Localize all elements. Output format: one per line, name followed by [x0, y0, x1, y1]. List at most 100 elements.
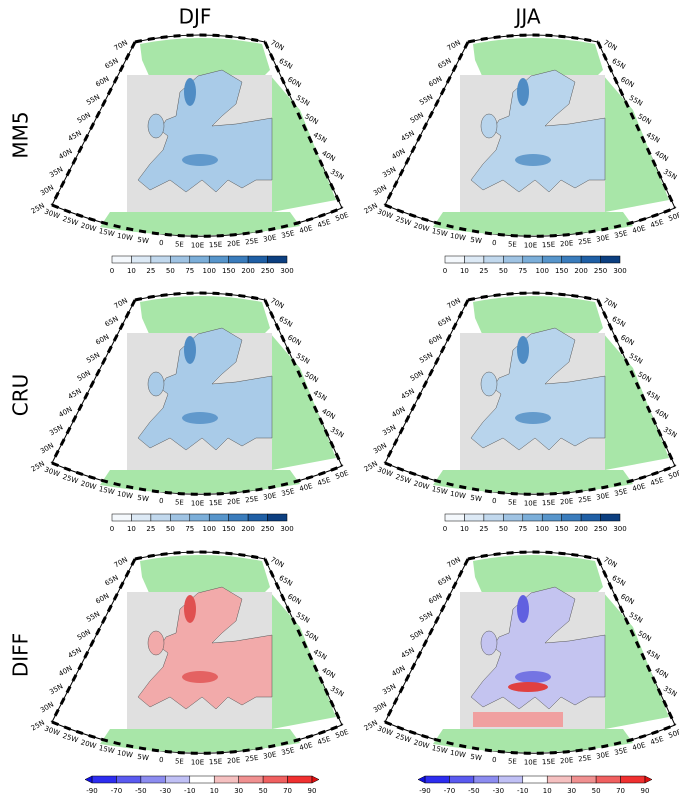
colorbar-arrow — [85, 776, 92, 783]
lon-label: 5W — [137, 236, 149, 245]
field-maximum — [182, 154, 218, 166]
land-green — [433, 470, 633, 493]
lat-label: 65N — [437, 57, 453, 71]
colorbar-box — [170, 514, 189, 521]
lat-label: 70N — [113, 39, 129, 53]
lat-label: 60N — [427, 75, 443, 89]
lat-label: 65N — [611, 574, 627, 588]
lon-label: 5W — [470, 236, 482, 245]
lon-label: 10W — [116, 749, 133, 760]
colorbar-box — [572, 776, 596, 783]
colorbar-box — [92, 776, 116, 783]
lon-label: 25W — [394, 473, 412, 485]
lon-label: 5W — [137, 494, 149, 503]
lat-label: 50N — [76, 369, 92, 383]
row-title: DIFF — [9, 633, 33, 677]
lon-label: 25E — [578, 495, 592, 505]
lat-label: 30N — [372, 441, 388, 455]
lon-label: 25E — [245, 754, 259, 764]
colorbar-box — [498, 776, 522, 783]
row-title: MM5 — [9, 111, 33, 158]
colorbar-label: 90 — [641, 787, 650, 795]
field-maximum — [182, 412, 218, 424]
field-maximum — [508, 682, 548, 692]
field-maximum — [184, 78, 196, 106]
lat-label: 35N — [48, 423, 64, 437]
colorbar-box — [116, 776, 140, 783]
lat-label: 55N — [418, 93, 434, 107]
colorbar-box — [601, 514, 620, 521]
land-field — [148, 631, 164, 655]
colorbar-label: 75 — [185, 267, 194, 275]
lat-label: 45N — [645, 131, 661, 145]
lat-label: 55N — [85, 351, 101, 365]
lon-label: 5E — [175, 240, 184, 248]
colorbar-arrow — [418, 776, 425, 783]
colorbar-label: 300 — [280, 267, 293, 275]
colorbar-box — [474, 776, 498, 783]
lat-label: 50N — [409, 111, 425, 125]
colorbar-label: 0 — [443, 267, 447, 275]
colorbar-box — [141, 776, 165, 783]
field-maximum — [515, 412, 551, 424]
lat-label: 65N — [104, 57, 120, 71]
lon-label: 20E — [560, 756, 574, 765]
lon-label: 10W — [449, 232, 466, 243]
colorbar-box — [445, 514, 464, 521]
colorbar-label: 250 — [261, 267, 274, 275]
colorbar-box — [112, 256, 131, 263]
lon-label: 0 — [159, 497, 164, 505]
lon-label: 25W — [394, 215, 412, 227]
lon-label: 10E — [191, 241, 204, 249]
lon-label: 35E — [614, 487, 629, 498]
lon-label: 10W — [449, 749, 466, 760]
lat-label: 65N — [437, 574, 453, 588]
lat-label: 40N — [57, 664, 73, 678]
lon-label: 30W — [376, 725, 394, 738]
colorbar-label: 200 — [241, 525, 254, 533]
lon-label: 10E — [191, 758, 204, 766]
lat-label: 60N — [94, 333, 110, 347]
colorbar-label: -90 — [86, 787, 97, 795]
lon-label: 35E — [614, 229, 629, 240]
colorbar-box — [464, 514, 483, 521]
lat-label: 30N — [39, 183, 55, 197]
field-maximum — [473, 712, 563, 727]
lat-label: 70N — [113, 297, 129, 311]
colorbar-box — [449, 776, 473, 783]
colorbar-box — [190, 256, 209, 263]
colorbar-label: 100 — [536, 267, 549, 275]
lon-label: 25W — [61, 732, 79, 744]
colorbar-label: 150 — [222, 267, 235, 275]
lat-label: 35N — [329, 426, 345, 440]
colorbar-box — [523, 256, 542, 263]
lon-label: 20W — [413, 738, 430, 750]
lon-label: 5E — [508, 757, 517, 765]
lat-label: 35N — [329, 168, 345, 182]
lon-label: 25E — [245, 495, 259, 505]
colorbar-box — [214, 776, 238, 783]
colorbar-label: 70 — [616, 787, 625, 795]
map-panel: 70N70N65N65N60N60N55N55N50N50N45N45N40N4… — [363, 293, 679, 533]
lat-label: 55N — [418, 351, 434, 365]
land-green — [140, 38, 270, 78]
land-field — [148, 372, 164, 396]
lon-label: 25W — [394, 732, 412, 744]
lon-label: 30W — [43, 466, 61, 479]
lon-label: 30E — [263, 750, 278, 760]
lat-label: 55N — [295, 94, 311, 108]
lon-label: 25E — [245, 237, 259, 247]
lon-label: 50E — [667, 728, 679, 740]
lon-label: 45E — [316, 476, 331, 488]
colorbar-box — [170, 256, 189, 263]
lon-label: 30E — [596, 233, 611, 243]
column-title: JJA — [513, 5, 540, 29]
colorbar-label: -70 — [111, 787, 122, 795]
lat-label: 40N — [320, 149, 336, 163]
colorbar-box — [503, 514, 522, 521]
colorbar-label: -30 — [493, 787, 504, 795]
colorbar-label: 70 — [283, 787, 292, 795]
lat-label: 45N — [400, 646, 416, 660]
lon-label: 5E — [175, 498, 184, 506]
lat-label: 45N — [67, 646, 83, 660]
